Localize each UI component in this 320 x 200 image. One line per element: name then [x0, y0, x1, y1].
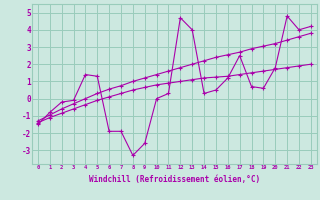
X-axis label: Windchill (Refroidissement éolien,°C): Windchill (Refroidissement éolien,°C)	[89, 175, 260, 184]
